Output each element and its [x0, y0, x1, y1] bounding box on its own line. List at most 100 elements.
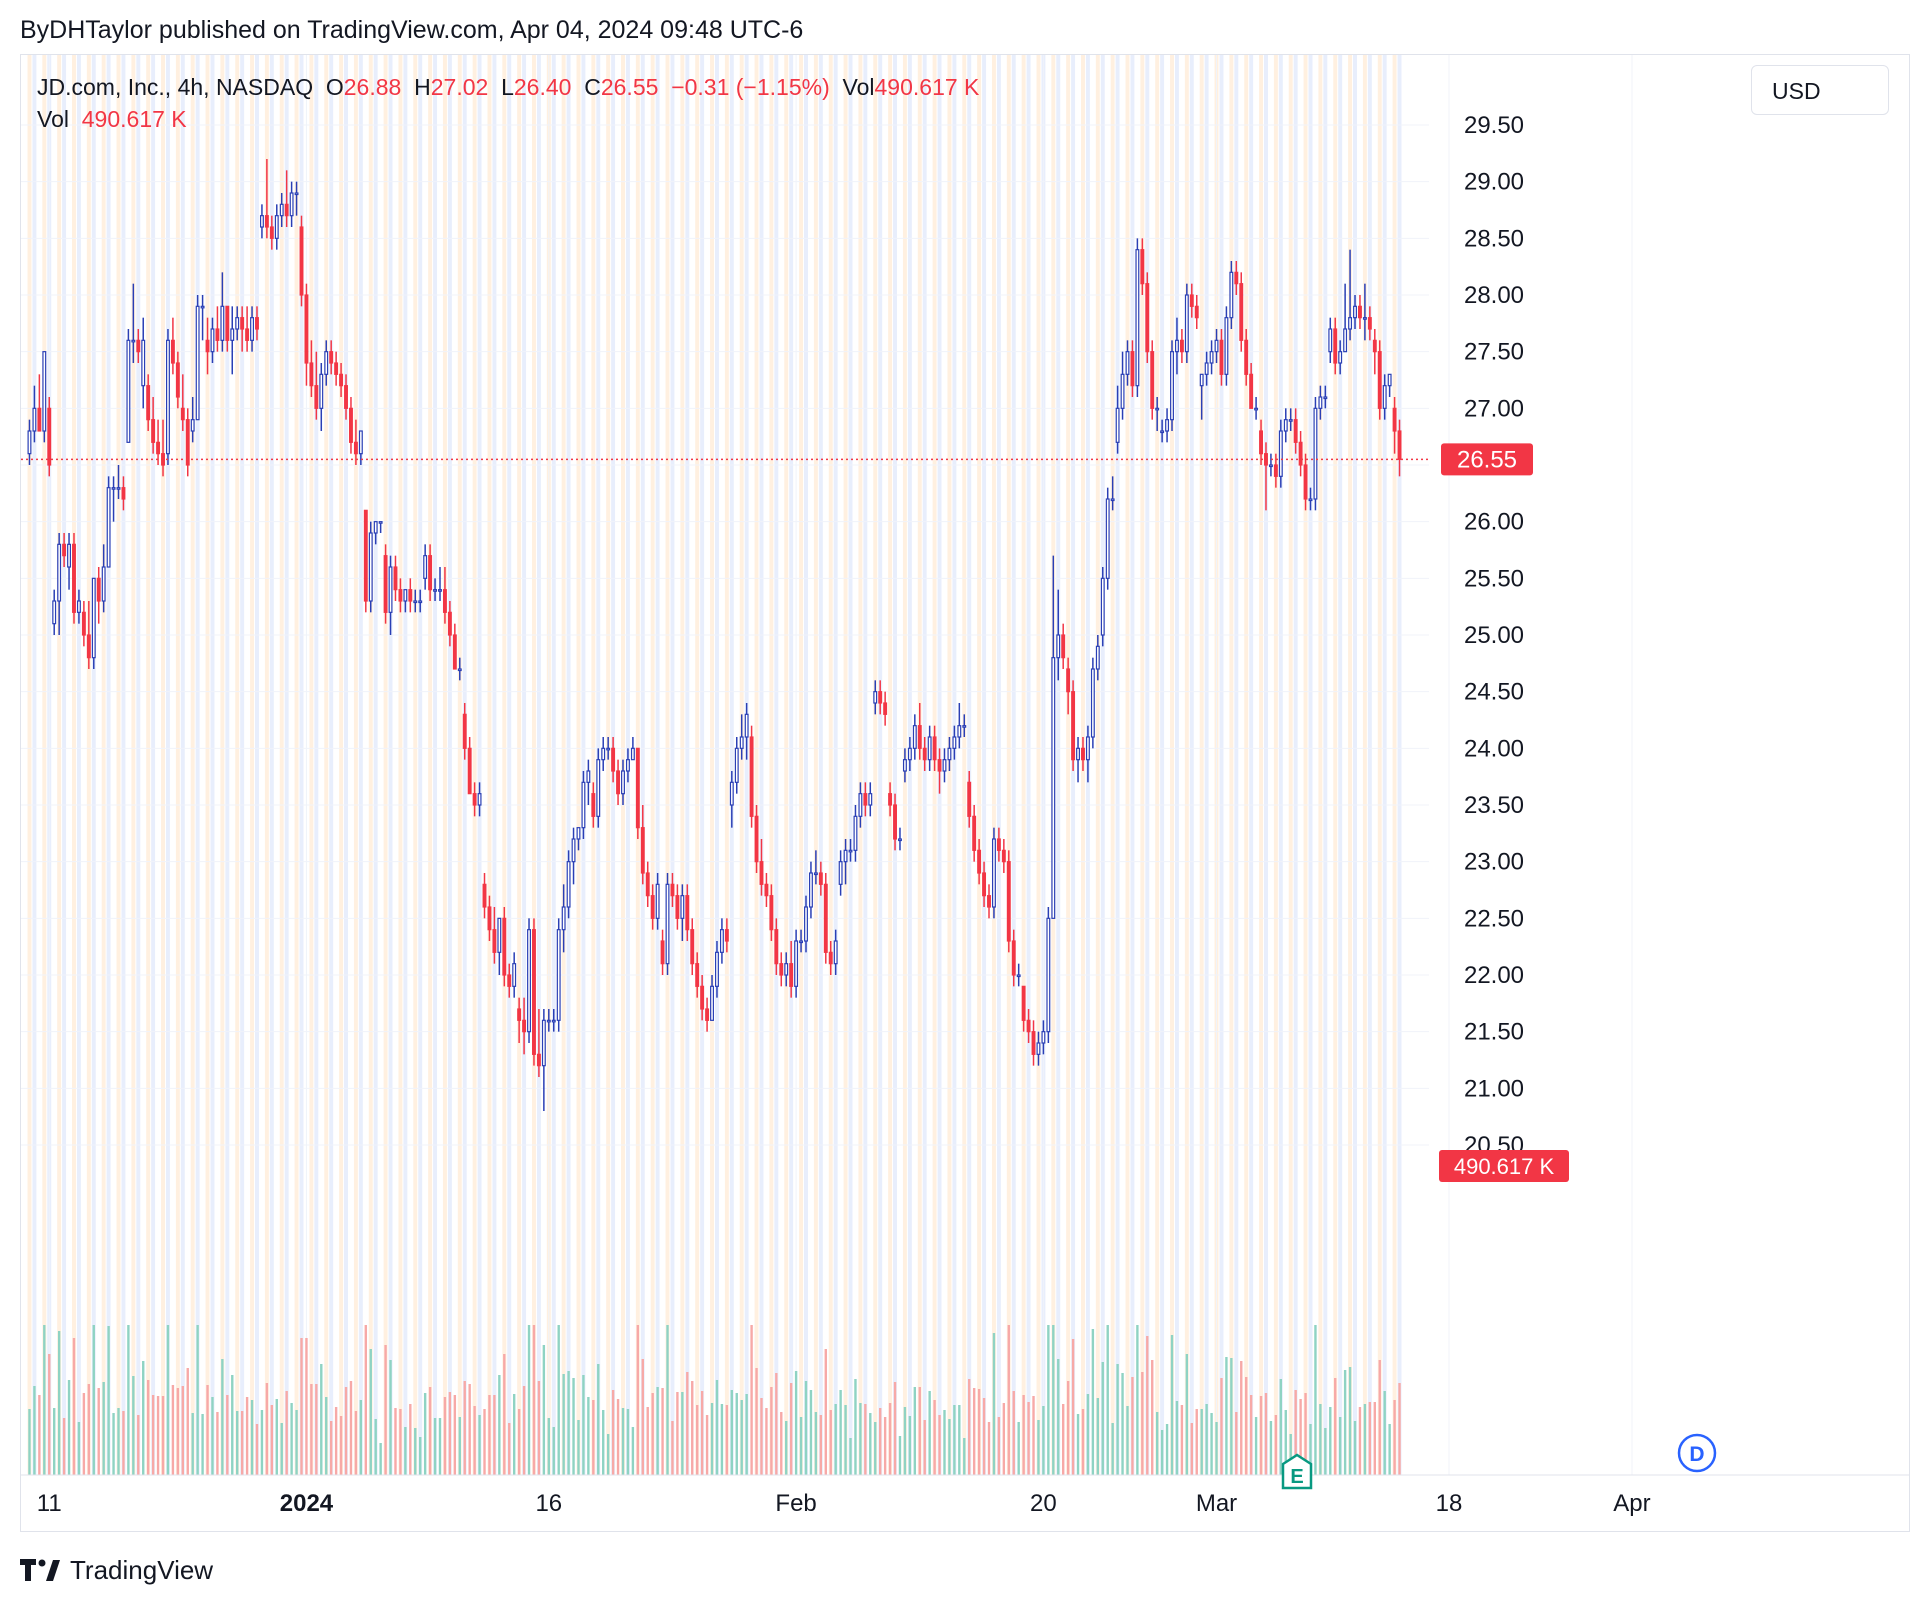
- session-band: [462, 55, 467, 1475]
- session-band: [344, 55, 348, 1475]
- candle-body: [611, 747, 616, 772]
- candle-body: [858, 793, 863, 817]
- volume-bar: [250, 1400, 254, 1475]
- volume-bar: [310, 1384, 313, 1475]
- volume-bar: [1324, 1428, 1327, 1475]
- session-band: [1155, 55, 1160, 1475]
- session-band: [774, 55, 779, 1475]
- candle: [497, 917, 502, 975]
- candle-body: [438, 589, 442, 592]
- volume-bar: [715, 1380, 719, 1475]
- session-band: [121, 55, 126, 1475]
- candle: [932, 725, 937, 771]
- chart-frame[interactable]: 29.5029.0028.5028.0027.5027.0026.5026.00…: [20, 54, 1910, 1532]
- candle-body: [1145, 283, 1150, 353]
- volume-bar: [211, 1397, 214, 1475]
- candle-body: [319, 373, 324, 409]
- candle-body: [546, 1019, 551, 1023]
- volume-bar: [908, 1416, 912, 1475]
- candle-body: [1353, 305, 1357, 319]
- volume-bar: [992, 1333, 996, 1475]
- candle-body: [1244, 339, 1249, 375]
- candle-body: [215, 328, 220, 341]
- candle: [1031, 1020, 1036, 1066]
- session-band: [878, 55, 883, 1475]
- candle: [156, 419, 161, 465]
- candle: [982, 861, 987, 907]
- earnings-marker-icon[interactable]: [1281, 1453, 1313, 1490]
- volume-bar: [142, 1361, 145, 1475]
- volume-bar: [265, 1383, 269, 1475]
- legend-open-label: O: [325, 74, 344, 100]
- candle-body: [314, 385, 319, 409]
- session-band: [1382, 55, 1387, 1475]
- candle-body: [675, 895, 680, 919]
- volume-bar: [1066, 1381, 1070, 1475]
- volume-bar: [695, 1405, 699, 1475]
- candle: [175, 351, 180, 409]
- volume-bar: [918, 1387, 921, 1475]
- candle: [739, 714, 744, 760]
- volume-bar: [928, 1391, 931, 1475]
- volume-bar: [819, 1415, 823, 1475]
- candle: [339, 363, 344, 397]
- session-band: [769, 55, 774, 1475]
- candle-body: [37, 407, 42, 432]
- volume-bar: [419, 1437, 422, 1475]
- candle-body: [344, 385, 348, 409]
- candle: [363, 509, 368, 613]
- candle-body: [779, 963, 784, 976]
- currency-button[interactable]: USD: [1751, 65, 1889, 115]
- volume-bar: [606, 1434, 610, 1475]
- volume-bar: [888, 1403, 892, 1475]
- candle-body: [96, 577, 101, 602]
- volume-bar: [794, 1371, 798, 1475]
- volume-bar: [493, 1395, 496, 1475]
- candle: [977, 839, 982, 885]
- session-band: [353, 55, 358, 1475]
- footer-brand[interactable]: TradingView: [70, 1554, 214, 1585]
- volume-bar: [582, 1375, 585, 1475]
- volume-bar: [344, 1387, 348, 1475]
- candle-body: [937, 759, 942, 772]
- session-band: [175, 55, 180, 1475]
- session-band: [403, 55, 408, 1475]
- candle-body: [512, 963, 517, 987]
- candle: [205, 317, 210, 375]
- candle: [106, 476, 111, 568]
- volume-bar: [137, 1415, 140, 1475]
- candle-body: [175, 362, 180, 398]
- candle-body: [324, 351, 329, 375]
- volume-bar: [1146, 1336, 1149, 1475]
- candle: [927, 725, 932, 771]
- candle-body: [413, 600, 418, 604]
- dividend-marker-icon[interactable]: [1677, 1433, 1717, 1473]
- session-band: [1259, 55, 1264, 1475]
- session-band: [1170, 55, 1174, 1475]
- candle: [81, 601, 86, 647]
- candle: [1071, 680, 1076, 771]
- candle-body: [42, 351, 47, 432]
- chart-canvas[interactable]: 29.5029.0028.5028.0027.5027.0026.5026.00…: [21, 55, 1910, 1532]
- session-band: [996, 55, 1001, 1475]
- candle: [482, 873, 487, 919]
- session-band: [848, 55, 853, 1475]
- volume-bar: [1007, 1325, 1010, 1475]
- candle: [962, 714, 967, 737]
- volume-bar: [1037, 1420, 1040, 1475]
- volume-bar: [611, 1390, 615, 1475]
- legend-symbol[interactable]: JD.com, Inc., 4h, NASDAQ: [37, 74, 314, 100]
- volume-bar: [339, 1416, 343, 1475]
- candle: [616, 759, 621, 805]
- candle: [1214, 329, 1219, 363]
- candle: [818, 861, 823, 896]
- candle: [334, 351, 339, 386]
- candle: [581, 771, 586, 839]
- session-band: [190, 55, 195, 1475]
- candle: [1338, 340, 1343, 375]
- candle: [1006, 850, 1011, 953]
- candle: [487, 895, 492, 941]
- legend-volume-indicator-label[interactable]: Vol: [37, 106, 69, 132]
- candle: [1382, 374, 1387, 420]
- candle-body: [922, 747, 927, 761]
